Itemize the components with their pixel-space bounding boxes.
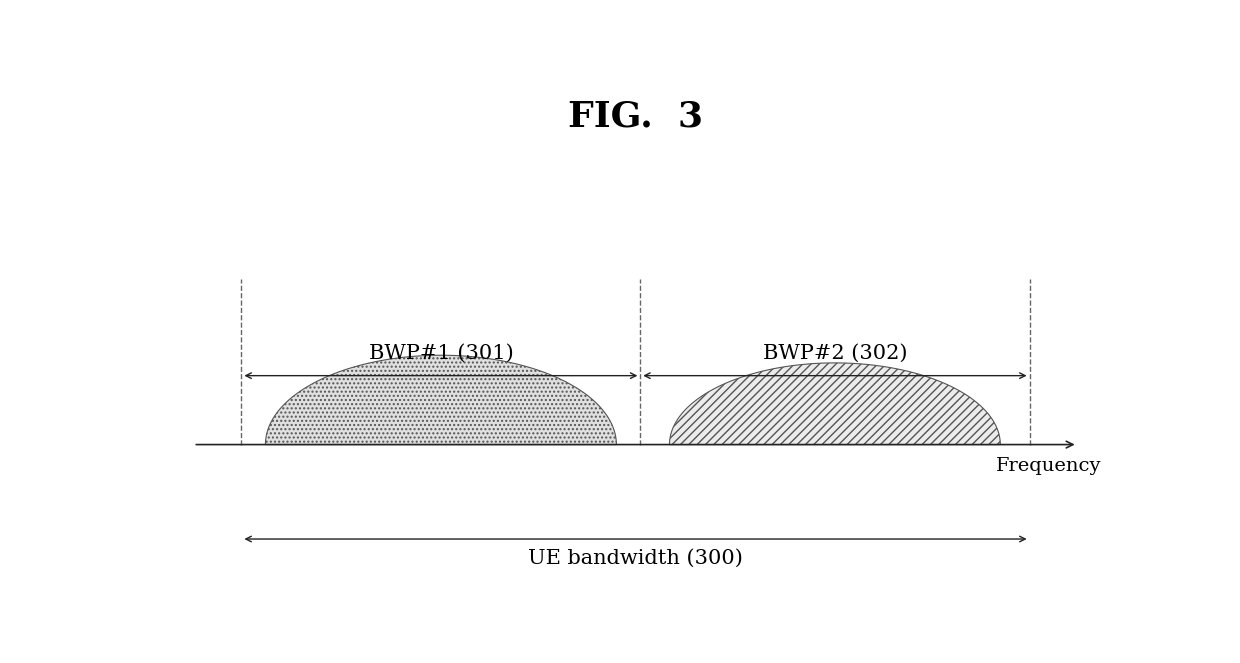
Text: FIG.  3: FIG. 3 xyxy=(568,100,703,134)
Text: UE bandwidth (300): UE bandwidth (300) xyxy=(528,549,743,568)
Text: BWP#1 (301): BWP#1 (301) xyxy=(368,344,513,363)
Polygon shape xyxy=(670,363,1001,445)
Polygon shape xyxy=(265,355,616,445)
Text: BWP#2 (302): BWP#2 (302) xyxy=(763,344,908,363)
Text: Frequency: Frequency xyxy=(996,457,1101,475)
